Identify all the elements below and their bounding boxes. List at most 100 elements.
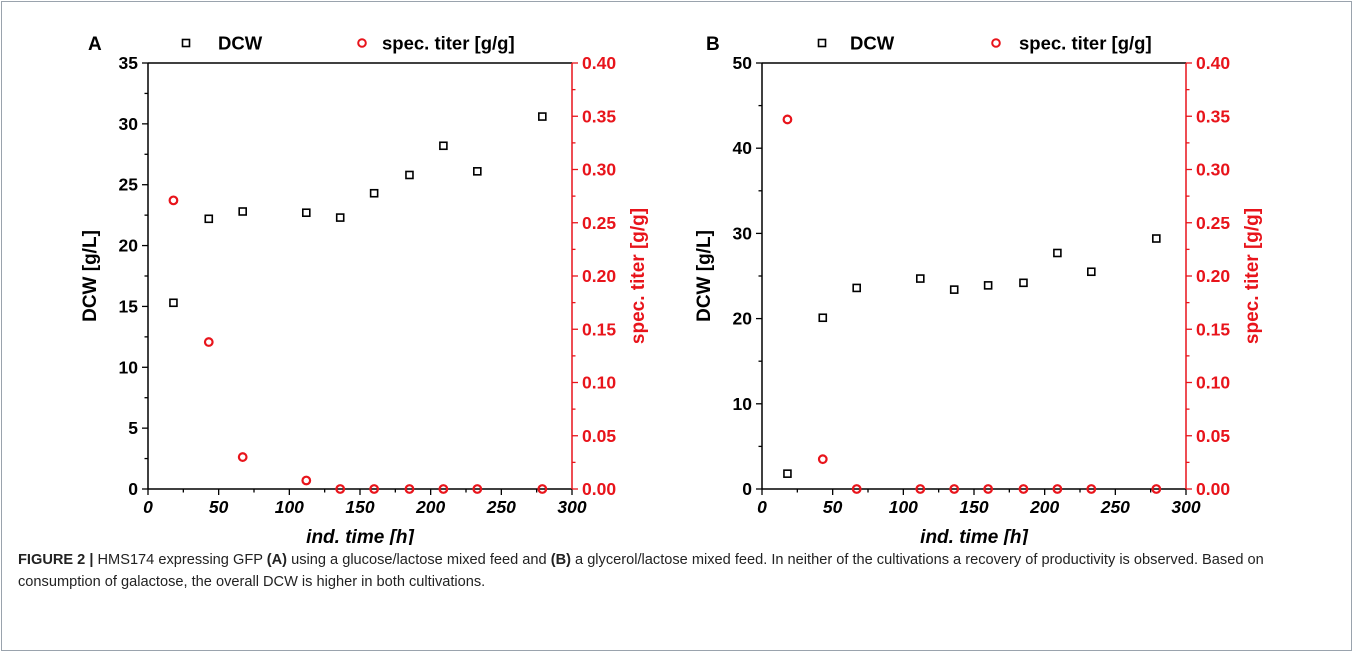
x-tick-label: 200 — [1029, 497, 1059, 517]
x-axis-title: ind. time [h] — [920, 527, 1028, 545]
y2-tick-label: 0.40 — [1196, 53, 1230, 73]
titer-data-point — [369, 484, 380, 494]
dcw-data-point — [783, 469, 792, 478]
dcw-data-point — [1087, 267, 1096, 277]
titer-data-point — [438, 484, 449, 494]
chart-panel-b: 0 50 100 150 200 250 300 0 10 20 30 40 50 0.00 0.05 0.1… — [694, 33, 1263, 546]
dcw-data-point — [473, 167, 482, 176]
x-tick-label: 150 — [959, 497, 988, 517]
titer-data-point — [404, 484, 415, 494]
titer-data-point — [472, 484, 483, 494]
figure-charts: 0 50 100 150 200 250 300051015202530350.000.05… — [80, 33, 1263, 546]
dcw-data-point — [301, 208, 311, 218]
y-tick-label: 10 — [119, 357, 139, 377]
y2-tick-label: 0.20 — [1196, 266, 1230, 286]
titer-data-point — [537, 484, 548, 494]
x-tick-label: 100 — [275, 497, 304, 517]
titer-data-point — [168, 195, 179, 206]
panel-label: A — [88, 34, 102, 55]
dcw-data-point — [405, 170, 414, 180]
titer-data-point — [335, 484, 346, 494]
legend-circle-marker — [357, 38, 367, 48]
dcw-data-point — [915, 274, 925, 283]
dcw-data-point — [335, 213, 345, 222]
titer-data-point — [237, 452, 248, 462]
y2-tick-label: 0.30 — [1196, 160, 1230, 180]
dcw-data-point — [852, 283, 861, 293]
y-tick-label: 30 — [119, 114, 139, 134]
titer-data-point — [983, 484, 994, 494]
caption-ref-a: (A) — [266, 552, 288, 568]
y2-tick-label: 0.00 — [582, 479, 616, 499]
titer-data-point — [1086, 484, 1097, 494]
titer-data-point — [301, 475, 312, 486]
y-axis-title: DCW [g/L] — [694, 230, 715, 322]
x-tick-label: 150 — [345, 497, 374, 517]
y-tick-label: 0 — [742, 479, 752, 499]
caption-label: FIGURE 2 | — [18, 552, 94, 568]
y-axis-title: DCW [g/L] — [80, 230, 101, 322]
y2-tick-label: 0.10 — [1196, 373, 1230, 393]
x-tick-label: 100 — [889, 497, 918, 517]
x-tick-label: 250 — [486, 497, 516, 517]
x-tick-label: 200 — [415, 497, 445, 517]
legend-dcw-label: DCW — [218, 33, 263, 54]
y-tick-label: 10 — [733, 394, 753, 414]
y-tick-label: 50 — [733, 53, 753, 73]
y2-tick-label: 0.25 — [582, 213, 616, 233]
y2-tick-label: 0.10 — [582, 373, 616, 393]
x-tick-label: 250 — [1100, 497, 1130, 517]
y2-tick-label: 0.20 — [582, 266, 616, 286]
y2-tick-label: 0.35 — [582, 106, 616, 126]
caption-text-2: using a glucose/lactose mixed feed and — [287, 552, 551, 568]
y2-tick-label: 0.30 — [582, 160, 616, 180]
figure-caption: FIGURE 2 | HMS174 expressing GFP (A) usi… — [18, 549, 1328, 593]
y-tick-label: 0 — [128, 479, 138, 499]
dcw-data-point — [1152, 234, 1161, 243]
x-tick-label: 50 — [209, 497, 229, 517]
titer-data-point — [817, 454, 828, 465]
y-tick-label: 5 — [128, 418, 138, 438]
chart-panel-a: 0 50 100 150 200 250 300 0 5 10 15 20 25 30 35 0.00 0.05… — [80, 33, 649, 546]
y-tick-label: 40 — [733, 138, 753, 158]
dcw-data-point — [818, 313, 828, 323]
panel-label: B — [706, 34, 720, 55]
caption-ref-b: (B) — [550, 552, 571, 568]
dcw-data-point — [439, 141, 448, 151]
y2-tick-label: 0.35 — [1196, 106, 1230, 126]
dcw-data-point — [949, 285, 959, 294]
legend-circle-marker — [991, 38, 1001, 48]
x-tick-label: 50 — [823, 497, 843, 517]
y2-tick-label: 0.05 — [582, 426, 616, 446]
y-tick-label: 20 — [733, 309, 753, 329]
x-tick-label: 300 — [1171, 497, 1200, 517]
y2-tick-label: 0.05 — [1196, 426, 1230, 446]
dcw-data-point — [1053, 248, 1062, 258]
dcw-data-point — [983, 281, 993, 290]
titer-data-point — [1151, 484, 1162, 494]
legend-square-marker — [817, 38, 827, 48]
caption-text-1: HMS174 expressing GFP — [93, 552, 267, 568]
dcw-data-point — [369, 188, 379, 198]
caption-text-3: a glycerol/lactose mixed feed. In neithe… — [18, 552, 1264, 590]
x-tick-label: 300 — [557, 497, 586, 517]
x-tick-label: 0 — [143, 497, 153, 517]
y2-tick-label: 0.15 — [582, 319, 616, 339]
dcw-data-point — [1019, 278, 1028, 288]
dcw-data-point — [204, 214, 214, 224]
y-tick-label: 25 — [119, 175, 139, 195]
y2-tick-label: 0.25 — [1196, 213, 1230, 233]
dcw-data-point — [538, 112, 547, 121]
titer-data-point — [915, 484, 926, 494]
y2-axis-title: spec. titer [g/g] — [1242, 208, 1263, 344]
x-axis-title: ind. time [h] — [306, 527, 414, 545]
titer-data-point — [203, 337, 214, 347]
y-tick-label: 35 — [119, 53, 139, 73]
y-tick-label: 20 — [119, 236, 139, 256]
x-tick-label: 0 — [757, 497, 767, 517]
y2-axis-title: spec. titer [g/g] — [628, 208, 649, 344]
legend-dcw-label: DCW — [850, 33, 895, 54]
titer-data-point — [1052, 484, 1063, 494]
titer-data-point — [851, 484, 862, 494]
